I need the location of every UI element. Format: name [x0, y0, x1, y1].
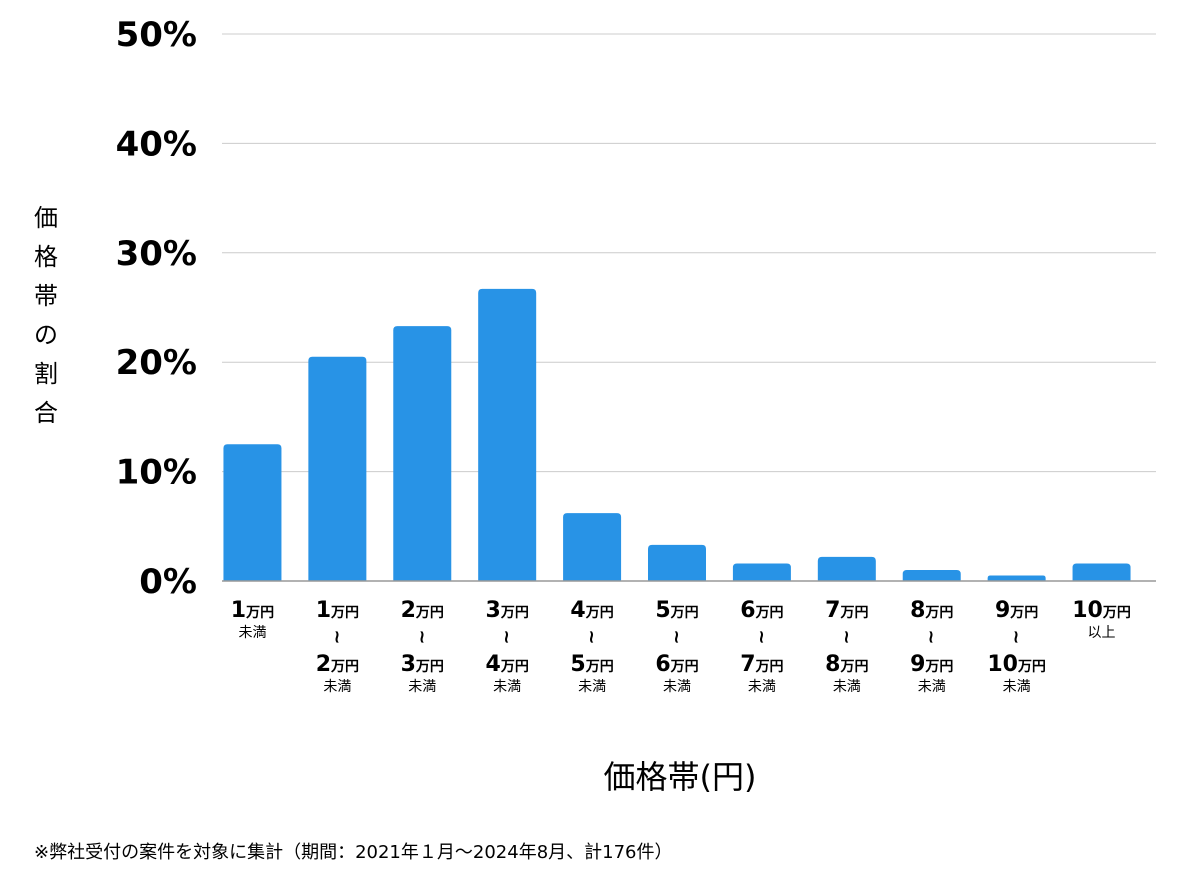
y-axis-label-char: 合 [34, 399, 58, 427]
bars [223, 288, 1131, 581]
category-label-top: 4万円 [570, 598, 613, 623]
category-label-suffix: 未満 [1003, 679, 1031, 695]
category-label-bottom: 9万円 [910, 652, 953, 677]
bar [902, 570, 961, 581]
bar [817, 556, 876, 581]
category-label-bottom: 5万円 [570, 652, 613, 677]
category-label-bottom: 6万円 [655, 652, 698, 677]
category-label-suffix: 未満 [493, 679, 521, 695]
category-label-top: 3万円 [486, 598, 529, 623]
category-range-mark: ~ [1006, 629, 1027, 644]
category-range-mark: ~ [581, 629, 602, 644]
bar [478, 288, 537, 581]
category-label-top: 2万円 [401, 598, 444, 623]
category-label-top: 5万円 [655, 598, 698, 623]
category-label-top: 8万円 [910, 598, 953, 623]
category-range-mark: ~ [326, 629, 347, 644]
bar [732, 563, 791, 581]
y-axis-label-char: の [34, 321, 58, 349]
y-axis-label-char: 格 [34, 243, 58, 271]
category-label-suffix: 未満 [408, 679, 436, 695]
y-axis-ticks: 0% 10% 20% 30% 40% 50% [116, 15, 197, 602]
x-axis-label: 価格帯(円) [604, 758, 757, 796]
category-label-top: 1万円 [231, 598, 274, 623]
category-label-suffix: 未満 [578, 679, 606, 695]
y-tick-label: 20% [116, 343, 197, 383]
category-label-suffix: 未満 [748, 679, 776, 695]
category-label-top: 1万円 [316, 598, 359, 623]
bar [308, 356, 367, 581]
y-axis-label-char: 割 [34, 360, 58, 388]
category-range-mark: ~ [496, 629, 517, 644]
category-range-mark: ~ [751, 629, 772, 644]
y-tick-label: 10% [116, 453, 197, 493]
category-label-top: 6万円 [740, 598, 783, 623]
category-label-suffix: 未満 [238, 625, 266, 641]
bar [563, 513, 622, 581]
category-label-suffix: 以上 [1088, 625, 1116, 641]
gridlines [222, 33, 1156, 473]
y-tick-label: 40% [116, 124, 197, 164]
category-range-mark: ~ [921, 629, 942, 644]
category-label-bottom: 10万円 [987, 652, 1046, 677]
category-label-bottom: 8万円 [825, 652, 868, 677]
category-label-bottom: 3万円 [401, 652, 444, 677]
bar [1072, 563, 1131, 581]
footnote: ※弊社受付の案件を対象に集計（期間：2021年１月～2024年8月、計176件） [34, 842, 673, 863]
bar [393, 326, 452, 581]
category-label-suffix: 未満 [918, 679, 946, 695]
category-label-bottom: 2万円 [316, 652, 359, 677]
y-tick-label: 50% [116, 15, 197, 55]
bar [223, 444, 282, 581]
category-range-mark: ~ [411, 629, 432, 644]
category-label-top: 10万円 [1072, 598, 1131, 623]
category-range-mark: ~ [666, 629, 687, 644]
category-label-suffix: 未満 [663, 679, 691, 695]
category-label-suffix: 未満 [833, 679, 861, 695]
bar [987, 575, 1046, 581]
y-axis-label-char: 価 [34, 204, 58, 232]
x-axis-categories: 1万円未満1万円~2万円未満2万円~3万円未満3万円~4万円未満4万円~5万円未… [231, 598, 1131, 695]
category-label-bottom: 4万円 [486, 652, 529, 677]
y-tick-label: 0% [139, 562, 197, 602]
category-label-suffix: 未満 [323, 679, 351, 695]
y-tick-label: 30% [116, 234, 197, 274]
y-axis-label-char: 帯 [34, 282, 58, 310]
category-range-mark: ~ [836, 629, 857, 644]
bar [648, 544, 706, 581]
category-label-top: 7万円 [825, 598, 868, 623]
category-label-bottom: 7万円 [740, 652, 783, 677]
category-label-top: 9万円 [995, 598, 1038, 623]
